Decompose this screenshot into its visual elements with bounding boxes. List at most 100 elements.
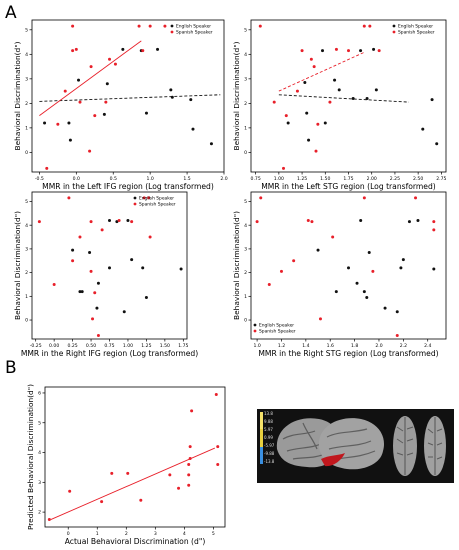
fit-line-spanish: [39, 40, 142, 116]
y-axis-label: Behavioral Discrimination(d"): [232, 211, 241, 320]
data-point: [374, 88, 378, 92]
x-tick-label: 1.50: [160, 343, 170, 349]
x-tick-label: 1.75: [343, 176, 353, 182]
data-point: [295, 89, 299, 93]
data-point: [68, 138, 72, 142]
y-axis-label: Behavioral Discrimination(d"): [13, 211, 22, 320]
data-point: [71, 259, 75, 263]
legend-entry: English Speaker: [139, 196, 174, 202]
colorbar-label: -13.8: [264, 459, 275, 464]
y-tick-label: 4: [244, 223, 247, 229]
data-point: [371, 269, 375, 273]
data-point: [137, 24, 141, 28]
data-point: [168, 473, 172, 477]
data-point: [284, 114, 288, 118]
x-tick-label: 1.00: [123, 343, 133, 349]
data-point: [368, 24, 372, 28]
data-point: [169, 88, 173, 92]
data-point: [333, 78, 337, 82]
data-point: [78, 290, 82, 294]
data-point: [331, 235, 335, 239]
data-point: [71, 24, 75, 28]
data-point: [142, 196, 146, 200]
data-point: [300, 49, 304, 53]
y-tick-label: 0: [244, 318, 247, 324]
data-point: [63, 89, 67, 93]
data-point: [170, 95, 174, 99]
data-point: [139, 498, 143, 502]
data-point: [316, 122, 320, 126]
data-point: [37, 220, 41, 224]
colorbar-label: 0.99: [264, 435, 273, 440]
x-tick-label: 2.0: [375, 343, 382, 349]
data-point: [407, 220, 411, 224]
x-axis-label: MMR in the Left STG region (Log transfor…: [261, 182, 436, 191]
data-point: [334, 290, 338, 294]
data-point: [377, 49, 381, 53]
brain-right-lateral: [318, 418, 385, 470]
x-tick-label: 1.2: [278, 343, 285, 349]
data-point: [47, 518, 51, 522]
x-tick-label: 0.75: [251, 176, 261, 182]
y-tick-label: 0: [25, 150, 28, 156]
data-point: [110, 471, 114, 475]
legend-marker: [133, 202, 137, 206]
fit-line-fit: [50, 447, 216, 520]
data-point: [367, 250, 371, 254]
data-point: [179, 267, 183, 271]
data-point: [286, 121, 290, 125]
colorbar-label: -5.97: [264, 443, 275, 448]
x-tick-label: -0.5: [35, 176, 44, 182]
x-tick-label: 3: [154, 531, 157, 537]
data-point: [80, 290, 84, 294]
data-point: [292, 259, 296, 263]
data-point: [337, 88, 341, 92]
x-tick-label: 2.0: [220, 176, 227, 182]
data-point: [141, 266, 145, 270]
x-tick-label: 1.6: [327, 343, 334, 349]
x-tick-label: 1.00: [274, 176, 284, 182]
data-point: [307, 138, 311, 142]
data-point: [305, 111, 309, 115]
y-tick-label: 0: [25, 318, 28, 324]
data-point: [95, 306, 99, 310]
data-point: [362, 24, 366, 28]
data-point: [188, 456, 192, 460]
legend-marker: [392, 24, 396, 28]
data-point: [96, 333, 100, 337]
fit-line-all: [278, 94, 409, 103]
x-tick-label: 0.75: [104, 343, 114, 349]
data-point: [190, 409, 194, 413]
x-tick-label: 0.00: [49, 343, 59, 349]
data-point: [214, 392, 218, 396]
x-tick-label: 2.25: [390, 176, 400, 182]
data-point: [416, 218, 420, 222]
data-point: [96, 281, 100, 285]
data-point: [191, 127, 195, 131]
x-tick-label: 1: [96, 531, 99, 537]
legend-marker: [170, 30, 174, 34]
y-tick-label: 5: [38, 420, 41, 426]
y-tick-label: 1: [244, 125, 247, 131]
x-tick-label: 2.50: [413, 176, 423, 182]
x-tick-label: 2.4: [424, 343, 431, 349]
legend-entry: Spanish Speaker: [176, 30, 213, 36]
data-point: [113, 62, 117, 66]
x-axis-label: MMR in the Right STG region (Log transfo…: [258, 349, 438, 358]
x-tick-label: 0.5: [110, 176, 117, 182]
data-point: [130, 220, 134, 224]
brain-rendering: 13.8 9.88 5.97 0.99 -5.97 -9.88 -13.8: [257, 409, 454, 483]
data-point: [279, 269, 283, 273]
data-point: [177, 486, 181, 490]
data-point: [328, 100, 332, 104]
plot-frame: [250, 191, 447, 340]
data-point: [88, 250, 92, 254]
data-point: [77, 78, 81, 82]
x-tick-label: 1.25: [141, 343, 151, 349]
data-point: [216, 462, 220, 466]
x-tick-label: -0.25: [30, 343, 42, 349]
x-tick-label: 1.4: [302, 343, 309, 349]
y-axis-label: Behavioral Discrimination(d"): [232, 41, 241, 150]
x-tick-label: 1.50: [320, 176, 330, 182]
y-tick-label: 4: [25, 52, 28, 58]
